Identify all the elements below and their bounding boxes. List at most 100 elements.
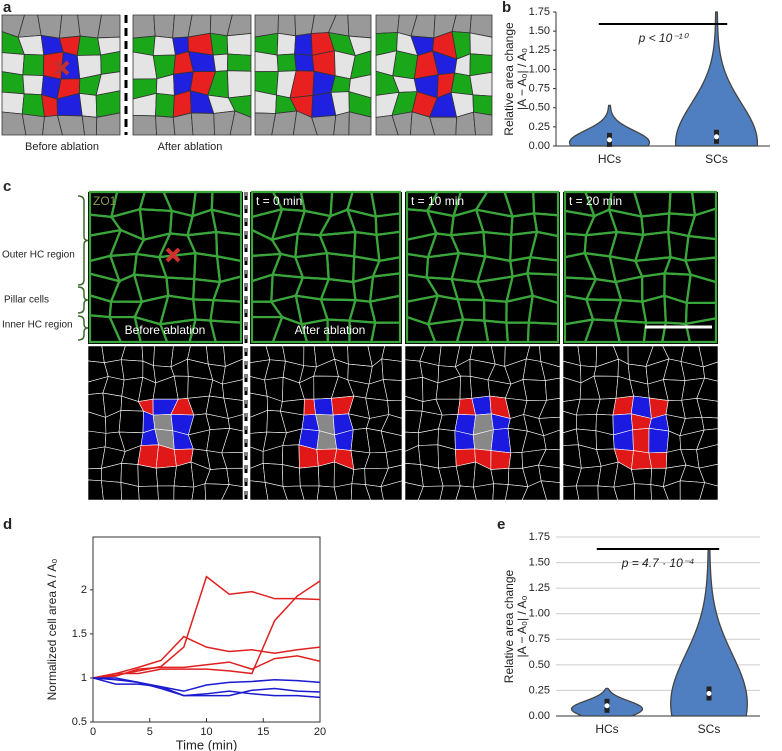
cell xyxy=(190,112,215,136)
x-axis-label: Time (min) xyxy=(176,737,238,751)
cell xyxy=(540,480,561,501)
cell xyxy=(538,464,561,483)
cell xyxy=(469,375,491,399)
cell xyxy=(277,14,297,37)
y-tick-label: 1.75 xyxy=(529,6,550,18)
cell xyxy=(209,32,229,56)
y-tick-label: 1.00 xyxy=(529,608,550,620)
x-tick-label: 10 xyxy=(200,726,212,738)
y-tick-label: 1.50 xyxy=(529,556,550,568)
panel-label: c xyxy=(3,178,11,195)
cell xyxy=(631,467,653,485)
cell xyxy=(276,53,297,72)
region-label: Outer HC region xyxy=(2,250,75,261)
cell xyxy=(294,33,313,56)
cell xyxy=(271,110,298,136)
cell xyxy=(137,464,158,487)
cell xyxy=(490,467,510,485)
y-tick-label: 0.25 xyxy=(529,684,550,696)
y-tick-label: 0.00 xyxy=(529,140,550,152)
violin xyxy=(568,104,651,147)
median xyxy=(604,703,610,709)
cell xyxy=(575,485,599,501)
cell xyxy=(87,468,102,482)
line xyxy=(92,635,321,679)
cell xyxy=(22,74,44,96)
median xyxy=(714,134,719,140)
cell xyxy=(57,114,86,136)
cell xyxy=(490,450,512,470)
cell xyxy=(473,111,493,136)
y-axis-label: |A − A₀| / A₀ xyxy=(515,48,529,110)
cell xyxy=(120,359,144,381)
region-label: Pillar cells xyxy=(4,295,49,306)
x-tick-label: 15 xyxy=(257,726,269,738)
cell xyxy=(369,321,402,344)
cell xyxy=(347,14,372,39)
cell xyxy=(118,410,144,434)
y-tick-label: 0.75 xyxy=(529,633,550,645)
cell xyxy=(469,32,493,56)
panel-label: d xyxy=(3,516,12,533)
cell xyxy=(282,464,301,487)
brace xyxy=(77,286,89,314)
y-axis-label: Relative area change xyxy=(502,569,516,683)
cell xyxy=(97,14,121,39)
y-tick-label: 1.50 xyxy=(529,25,550,37)
panel-label: b xyxy=(502,0,511,16)
cell xyxy=(155,115,176,136)
panel-label: e xyxy=(497,516,505,533)
cell xyxy=(132,14,156,39)
cell xyxy=(21,93,45,118)
y-tick-label: 1.25 xyxy=(529,582,550,594)
cell xyxy=(699,482,719,501)
cell xyxy=(206,345,226,367)
cell xyxy=(22,54,45,77)
cell xyxy=(78,92,98,118)
cell xyxy=(459,375,473,400)
y-axis-label: Relative area change xyxy=(502,22,516,136)
ablation-mark xyxy=(165,247,181,263)
cell xyxy=(1,52,25,76)
y-tick-label: 0.75 xyxy=(529,82,550,94)
cell xyxy=(95,112,121,136)
cell xyxy=(221,484,244,501)
cell xyxy=(187,376,214,399)
cell xyxy=(348,111,372,136)
cell xyxy=(303,398,316,416)
region-label: Inner HC region xyxy=(2,320,73,331)
caption: After ablation xyxy=(295,323,366,337)
cell xyxy=(173,461,195,488)
cell xyxy=(101,480,122,501)
cell xyxy=(294,53,315,72)
y-axis-label: Normalized cell area A / A₀ xyxy=(45,559,59,701)
line xyxy=(92,655,321,679)
x-tick-label: SCs xyxy=(705,152,728,166)
cell xyxy=(152,413,174,432)
cell xyxy=(648,427,670,454)
cell xyxy=(172,112,194,136)
y-tick-label: 2 xyxy=(81,584,87,596)
cell xyxy=(100,50,121,75)
time-label: t = 20 min xyxy=(569,194,622,208)
cell xyxy=(254,50,279,73)
violin xyxy=(674,11,759,147)
cell xyxy=(522,379,547,401)
cell xyxy=(132,114,158,136)
cell xyxy=(299,465,320,487)
median xyxy=(607,137,612,143)
annotation: p < 10⁻¹⁰ xyxy=(638,31,690,45)
y-tick-label: 0.5 xyxy=(72,716,87,728)
cell xyxy=(155,465,177,487)
cell xyxy=(37,14,63,39)
cell xyxy=(1,91,25,115)
cell xyxy=(469,53,493,77)
cell xyxy=(577,345,598,368)
cell xyxy=(76,35,102,56)
cell xyxy=(226,53,252,72)
panel-label: a xyxy=(3,0,12,16)
y-tick-label: 1.5 xyxy=(72,628,87,640)
cell xyxy=(634,483,652,501)
cell xyxy=(576,413,597,432)
